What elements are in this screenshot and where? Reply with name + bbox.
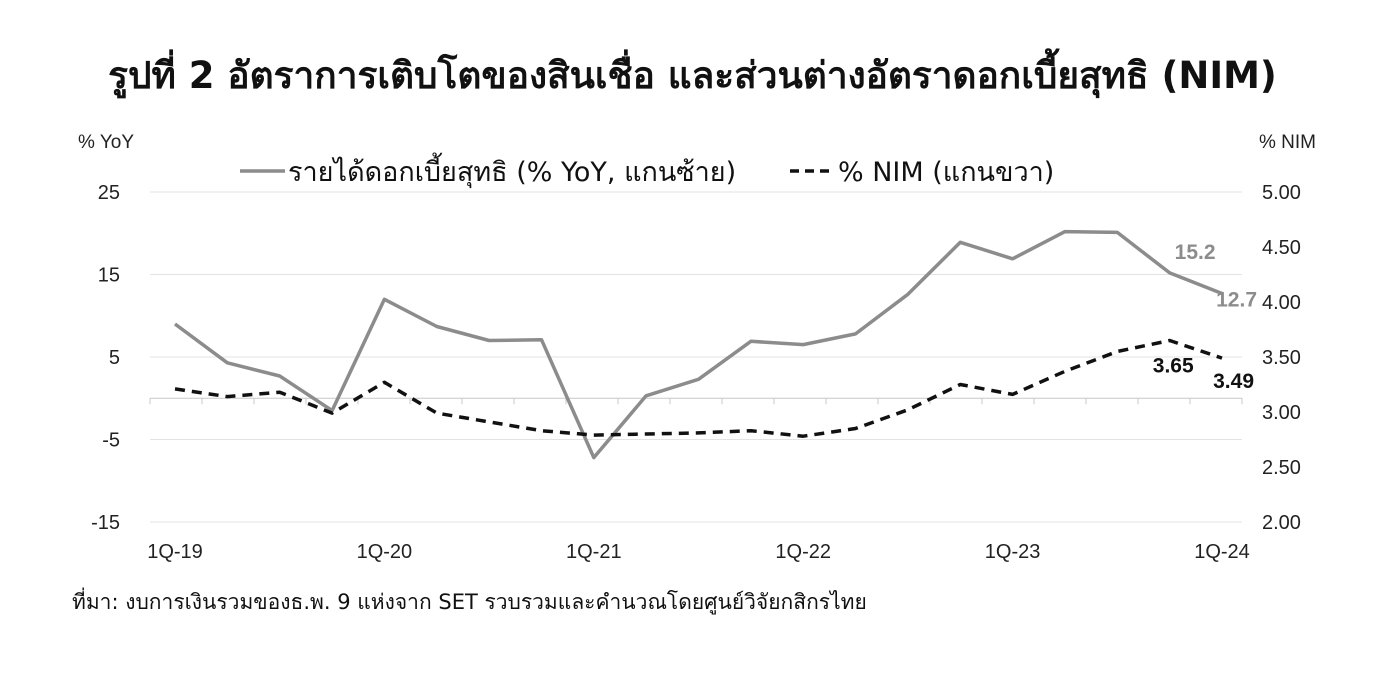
left-tick-label: 15: [98, 265, 120, 287]
x-tick-label: 1Q-19: [147, 541, 203, 563]
left-axis-label: % YoY: [78, 132, 134, 153]
legend-label-nii: รายได้ดอกเบี้ยสุทธิ (% YoY, แกนซ้าย): [288, 152, 736, 189]
right-tick-label: 2.50: [1262, 457, 1301, 479]
zero-axis: [149, 397, 1243, 405]
chart-title: รูปที่ 2 อัตราการเติบโตของสินเชื่อ และส่…: [108, 54, 1277, 97]
left-tick-label: 25: [98, 182, 120, 204]
right-axis-label: % NIM: [1259, 132, 1316, 153]
data-label: 3.49: [1213, 370, 1254, 393]
left-tick-label: -15: [91, 512, 120, 534]
legend: รายได้ดอกเบี้ยสุทธิ (% YoY, แกนซ้าย) % N…: [240, 152, 1054, 189]
right-tick-label: 3.50: [1262, 347, 1301, 369]
nim-line: [174, 338, 1223, 438]
x-axis-ticks: 1Q-19 1Q-20 1Q-21 1Q-22 1Q-23 1Q-24: [147, 541, 1250, 563]
x-tick-label: 1Q-21: [566, 541, 622, 563]
right-tick-label: 2.00: [1262, 512, 1301, 534]
data-label: 15.2: [1175, 241, 1216, 264]
x-tick-label: 1Q-24: [1194, 541, 1250, 563]
left-tick-label: 5: [109, 347, 120, 369]
grid-lines: [150, 191, 1242, 523]
left-axis-ticks: 25 15 5 -5 -15: [91, 182, 120, 534]
right-tick-label: 5.00: [1262, 182, 1301, 204]
right-tick-label: 4.50: [1262, 237, 1301, 259]
right-axis-ticks: 5.00 4.50 4.00 3.50 3.00 2.50 2.00: [1262, 182, 1301, 534]
data-labels: 15.2 12.7 3.65 3.49: [1153, 241, 1257, 393]
data-label: 3.65: [1153, 355, 1194, 378]
series-lines: [173, 229, 1223, 460]
left-tick-label: -5: [102, 430, 120, 452]
right-tick-label: 3.00: [1262, 402, 1301, 424]
right-tick-label: 4.00: [1262, 292, 1301, 314]
legend-label-nim: % NIM (แกนขวา): [838, 157, 1054, 188]
x-tick-label: 1Q-23: [985, 541, 1041, 563]
x-tick-label: 1Q-20: [357, 541, 413, 563]
source-note: ที่มา: งบการเงินรวมของธ.พ. 9 แห่งจาก SET…: [72, 590, 867, 614]
nii-growth-line: [173, 229, 1223, 460]
data-label: 12.7: [1216, 288, 1257, 311]
x-tick-label: 1Q-22: [775, 541, 831, 563]
